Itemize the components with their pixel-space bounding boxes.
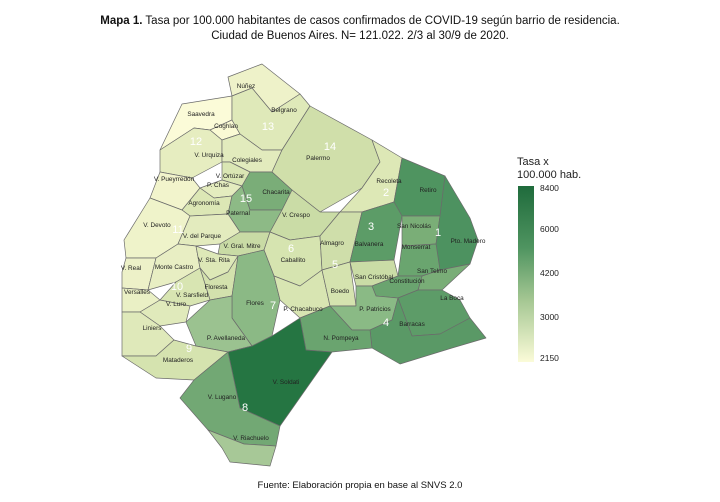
neighborhood-label-pompeya: N. Pompeya bbox=[323, 335, 359, 342]
neighborhood-label-chacabuco: P. Chacabuco bbox=[283, 306, 323, 313]
neighborhood-label-patricios: P. Patricios bbox=[359, 306, 391, 313]
commune-number-12: 12 bbox=[190, 136, 202, 148]
neighborhood-label-nunez: Núñez bbox=[237, 83, 255, 90]
legend-title-line2: 100.000 hab. bbox=[517, 169, 581, 181]
legend-tick-6000: 6000 bbox=[540, 224, 559, 234]
neighborhood-label-coghlan: Coghlan bbox=[214, 123, 238, 130]
neighborhood-label-chacarita: Chacarita bbox=[262, 189, 290, 196]
map-title-number: Mapa 1. bbox=[100, 15, 143, 27]
neighborhood-label-mataderos: Mataderos bbox=[163, 357, 193, 364]
neighborhood-label-delparque: V. del Parque bbox=[183, 233, 222, 240]
neighborhood-label-ortuzar: V. Ortúzar bbox=[216, 173, 245, 180]
region-riachuelo bbox=[207, 429, 277, 467]
commune-number-9: 9 bbox=[186, 343, 192, 355]
neighborhood-label-colegiales: Colegiales bbox=[232, 157, 262, 164]
commune-number-1: 1 bbox=[435, 227, 441, 239]
neighborhood-label-retiro: Retiro bbox=[419, 187, 436, 194]
region-balvanera bbox=[349, 201, 403, 263]
legend-tick-2150: 2150 bbox=[540, 353, 559, 363]
region-urquiza bbox=[159, 127, 223, 179]
neighborhood-label-agronomia: Agronomía bbox=[188, 200, 220, 207]
neighborhood-label-gralmitre: V. Gral. Mitre bbox=[223, 243, 260, 250]
neighborhood-label-paternal: Paternal bbox=[226, 210, 250, 217]
neighborhood-label-almagro: Almagro bbox=[320, 240, 344, 247]
neighborhood-label-avellaneda: P. Avellaneda bbox=[207, 335, 246, 342]
neighborhood-label-real: V. Real bbox=[121, 265, 141, 272]
neighborhood-label-balvanera: Balvanera bbox=[355, 241, 384, 248]
neighborhood-label-saavedra: Saavedra bbox=[187, 111, 215, 118]
commune-number-14: 14 bbox=[324, 141, 336, 153]
neighborhood-label-laboca: La Boca bbox=[440, 295, 464, 302]
neighborhood-label-madero: Pto. Madero bbox=[451, 238, 486, 245]
legend-tick-3000: 3000 bbox=[540, 312, 559, 322]
neighborhood-label-urquiza: V. Urquiza bbox=[194, 152, 224, 159]
commune-number-7: 7 bbox=[270, 300, 276, 312]
commune-number-13: 13 bbox=[262, 121, 274, 133]
neighborhood-label-boedo: Boedo bbox=[331, 288, 350, 295]
legend: Tasa x 100.000 hab. 8400 6000 4200 3000 … bbox=[517, 156, 581, 363]
neighborhood-label-sannicolas: San Nicolás bbox=[397, 223, 431, 230]
neighborhood-label-floresta: Floresta bbox=[204, 284, 228, 291]
commune-number-6: 6 bbox=[288, 243, 294, 255]
neighborhood-label-montecastro: Monte Castro bbox=[155, 264, 194, 271]
neighborhood-label-luro: V. Luro bbox=[166, 301, 186, 308]
neighborhood-label-versalles: Versalles bbox=[124, 289, 150, 296]
neighborhood-label-lugano: V. Lugano bbox=[208, 394, 237, 401]
neighborhood-label-barracas: Barracas bbox=[399, 321, 425, 328]
neighborhood-label-sancristobal: San Cristóbal bbox=[355, 274, 393, 281]
source-note: Fuente: Elaboración propia en base al SN… bbox=[257, 480, 463, 491]
neighborhood-label-riachuelo: V. Riachuelo bbox=[233, 435, 269, 442]
commune-number-5: 5 bbox=[332, 259, 338, 271]
commune-number-3: 3 bbox=[368, 221, 374, 233]
commune-number-2: 2 bbox=[383, 187, 389, 199]
legend-tick-8400: 8400 bbox=[540, 183, 559, 193]
neighborhood-label-recoleta: Recoleta bbox=[376, 178, 402, 185]
neighborhood-label-soldati: V. Soldati bbox=[273, 379, 300, 386]
commune-number-4: 4 bbox=[383, 317, 389, 329]
neighborhood-label-santelmo: San Telmo bbox=[417, 268, 448, 275]
neighborhood-label-liniers: Liniers bbox=[143, 325, 162, 332]
neighborhood-label-palermo: Palermo bbox=[306, 155, 330, 162]
neighborhood-label-starita: V. Sta. Rita bbox=[198, 257, 230, 264]
neighborhood-labels: Núñez Saavedra Coghlan Belgrano V. Urquiza Co… bbox=[121, 83, 486, 442]
legend-colorbar bbox=[518, 186, 534, 362]
neighborhood-label-pchas: P. Chas bbox=[207, 182, 229, 189]
neighborhood-label-pueyrredon: V. Pueyrredón bbox=[154, 176, 195, 183]
commune-number-8: 8 bbox=[242, 402, 248, 414]
region-mataderos bbox=[121, 339, 229, 381]
neighborhood-label-caballito: Caballito bbox=[281, 257, 306, 264]
legend-tick-4200: 4200 bbox=[540, 268, 559, 278]
neighborhood-label-devoto: V. Devoto bbox=[143, 222, 171, 229]
neighborhood-label-belgrano: Belgrano bbox=[271, 107, 297, 114]
legend-title-line1: Tasa x bbox=[517, 156, 549, 168]
commune-number-15: 15 bbox=[240, 193, 252, 205]
neighborhood-label-crespo: V. Crespo bbox=[282, 212, 310, 219]
commune-number-10: 10 bbox=[171, 281, 183, 293]
neighborhood-label-constitucion: Constitución bbox=[389, 278, 425, 285]
map-title: Mapa 1. Tasa por 100.000 habitantes de c… bbox=[0, 14, 720, 44]
neighborhood-label-flores: Flores bbox=[246, 300, 264, 307]
map-subtitle: Ciudad de Buenos Aires. N= 121.022. 2/3 … bbox=[211, 30, 509, 42]
map-title-text: Tasa por 100.000 habitantes de casos con… bbox=[145, 15, 620, 27]
commune-number-11: 11 bbox=[172, 224, 183, 236]
neighborhood-label-sarsfield: V. Sarsfield bbox=[176, 292, 209, 299]
neighborhood-label-monserrat: Monserrat bbox=[402, 244, 431, 251]
